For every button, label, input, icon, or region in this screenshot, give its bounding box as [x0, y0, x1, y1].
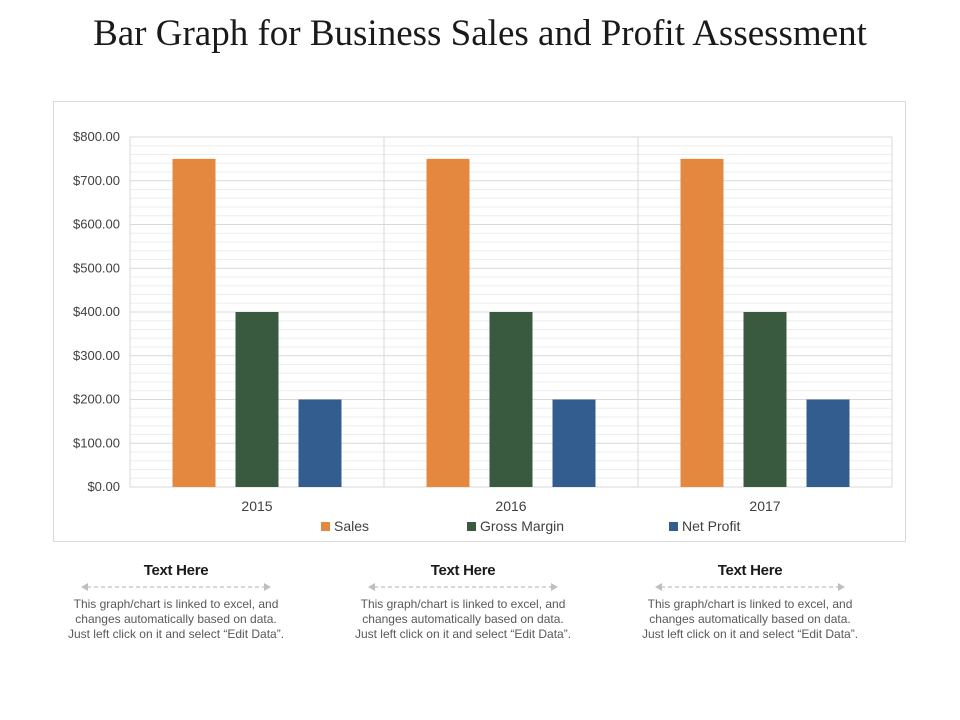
double-arrow-icon [81, 583, 271, 591]
y-tick-label: $700.00 [73, 173, 120, 188]
y-tick-label: $500.00 [73, 260, 120, 275]
bar-net-profit-2016 [552, 399, 596, 487]
legend-swatch-sales [321, 521, 330, 531]
note-heading: Text Here [143, 562, 209, 579]
x-tick-label: 2016 [495, 498, 526, 514]
legend-item-net-profit: Net Profit [669, 518, 740, 534]
bar-sales-2017 [680, 158, 724, 487]
note-body: This graph/chart is linked to excel, and… [641, 597, 859, 641]
bar-gross-margin-2015 [235, 312, 279, 487]
y-tick-label: $600.00 [73, 217, 120, 232]
bar-sales-2015 [172, 158, 216, 487]
bar-gross-margin-2016 [489, 312, 533, 487]
y-tick-label: $0.00 [87, 479, 120, 494]
note-block-3: Text Here This graph/chart is linked to … [640, 562, 860, 642]
bar-net-profit-2015 [298, 399, 342, 487]
note-heading: Text Here [717, 562, 783, 579]
legend-label-gross-margin: Gross Margin [480, 518, 565, 534]
bar-chart[interactable]: $0.00 $100.00 $200.00 $300.00 $400.00 $500.00… [54, 102, 905, 541]
legend-swatch-gross-margin [467, 521, 476, 531]
note-body: This graph/chart is linked to excel, and… [67, 597, 285, 641]
x-tick-label: 2015 [241, 498, 272, 514]
bar-net-profit-2017 [806, 399, 850, 487]
note-heading: Text Here [430, 562, 496, 579]
y-tick-label: $800.00 [73, 129, 120, 144]
y-tick-label: $300.00 [73, 348, 120, 363]
legend-item-gross-margin: Gross Margin [467, 518, 564, 534]
double-arrow-icon [655, 583, 845, 591]
page-title: Bar Graph for Business Sales and Profit … [93, 13, 867, 54]
legend-label-sales: Sales [334, 518, 370, 534]
chart-legend: Sales Gross Margin Net Profit [54, 518, 907, 538]
x-tick-label: 2017 [749, 498, 780, 514]
y-tick-label: $400.00 [73, 304, 120, 319]
note-block-2: Text Here This graph/chart is linked to … [353, 562, 573, 642]
legend-item-sales: Sales [321, 518, 369, 534]
note-body: This graph/chart is linked to excel, and… [354, 597, 572, 641]
double-arrow-icon [368, 583, 558, 591]
note-block-1: Text Here This graph/chart is linked to … [66, 562, 286, 642]
legend-swatch-net-profit [669, 521, 678, 531]
bar-gross-margin-2017 [743, 312, 787, 487]
legend-label-net-profit: Net Profit [682, 518, 741, 534]
bar-sales-2016 [426, 158, 470, 487]
chart-frame[interactable]: $0.00 $100.00 $200.00 $300.00 $400.00 $500.00… [53, 101, 906, 542]
y-tick-label: $100.00 [73, 435, 120, 450]
y-tick-label: $200.00 [73, 392, 120, 407]
